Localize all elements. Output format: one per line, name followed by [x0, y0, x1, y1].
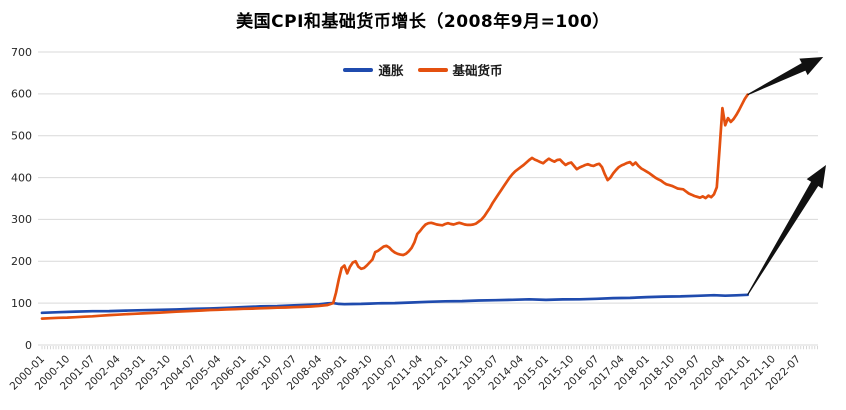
y-axis-label: 600	[11, 88, 32, 101]
base-money-line-swatch	[417, 67, 448, 72]
base-money-projection-arrow	[747, 57, 824, 96]
legend-item-base-money: 基础货币	[417, 60, 503, 79]
legend-label-base-money: 基础货币	[452, 63, 503, 78]
y-axis-label: 0	[25, 339, 32, 352]
y-axis-label: 300	[11, 213, 32, 226]
legend-label-inflation: 通胀	[378, 63, 404, 78]
y-axis-label: 100	[11, 297, 32, 310]
base-money-line	[40, 93, 749, 320]
inflation-projection-arrow	[747, 165, 826, 296]
inflation-line	[40, 293, 749, 315]
chart-legend: 通胀 基础货币	[0, 60, 846, 79]
y-axis-label: 500	[11, 130, 32, 143]
inflation-line-swatch	[343, 67, 374, 72]
y-axis-label: 200	[11, 255, 32, 268]
y-axis-label: 700	[11, 46, 32, 59]
y-axis-label: 400	[11, 171, 32, 184]
chart-title: 美国CPI和基础货币增长（2008年9月=100）	[236, 12, 610, 32]
legend-item-inflation: 通胀	[343, 60, 404, 79]
